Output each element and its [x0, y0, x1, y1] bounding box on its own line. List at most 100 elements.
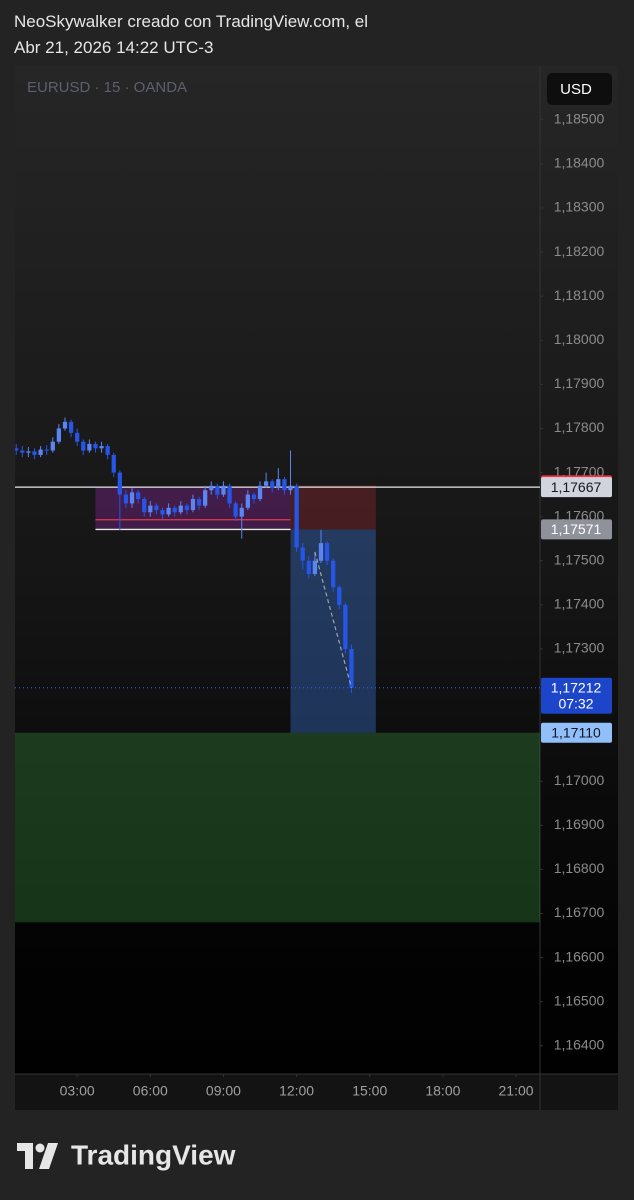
candle-body — [166, 507, 171, 515]
y-tick-label: 1,18000 — [554, 331, 605, 347]
zone — [290, 485, 376, 530]
candle-body — [99, 446, 104, 449]
x-tick-label: 12:00 — [279, 1083, 314, 1099]
candle-body — [123, 494, 129, 504]
candle-body — [196, 499, 202, 506]
logo-mark — [17, 1143, 33, 1169]
candle-body — [318, 543, 324, 561]
y-tick-label: 1,16600 — [554, 948, 605, 964]
candle-body — [56, 428, 62, 442]
currency-button[interactable] — [547, 73, 612, 105]
candle-body — [337, 587, 342, 605]
zone — [15, 732, 540, 923]
y-tick-label: 1,16800 — [554, 860, 605, 876]
y-tick-label: 1,16700 — [554, 904, 605, 920]
y-tick-label: 1,17400 — [554, 596, 605, 612]
logo — [17, 1143, 58, 1169]
x-tick-label: 03:00 — [60, 1083, 95, 1099]
y-tick-label: 1,18200 — [554, 243, 605, 259]
candle-body — [306, 560, 311, 574]
x-tick-label: 21:00 — [499, 1083, 534, 1099]
candle-body — [148, 505, 153, 513]
candle-body — [257, 485, 263, 500]
x-tick-label: 18:00 — [425, 1083, 460, 1099]
y-tick-label: 1,16500 — [554, 992, 605, 1008]
y-tick-label: 1,17700 — [554, 463, 605, 479]
y-tick-label: 1,18400 — [554, 155, 605, 171]
logo-mark — [35, 1143, 45, 1153]
candle-body — [135, 492, 141, 500]
y-tick-label: 1,17800 — [554, 419, 605, 435]
candle-body — [50, 441, 55, 451]
price-axis: 1,18500 1,18400 1,18300 1,18200 1,18100 1,180… — [540, 110, 612, 1052]
candle-body — [111, 454, 116, 473]
candle-body — [81, 441, 86, 451]
candle-body — [129, 492, 135, 504]
candle-body — [294, 485, 299, 548]
candle-body — [245, 494, 250, 508]
candle-body — [160, 510, 165, 515]
candle-body — [154, 505, 159, 511]
candle-body — [251, 494, 257, 500]
candle-body — [343, 604, 348, 649]
candle-body — [32, 451, 37, 455]
plot-area — [15, 417, 540, 923]
candle-body — [142, 499, 147, 513]
candle-body — [203, 490, 208, 506]
y-tick-label: 1,17300 — [554, 640, 605, 656]
price-label-box — [541, 519, 612, 540]
y-tick-label: 1,16900 — [554, 816, 605, 832]
price-label: 1,17110 — [551, 724, 601, 740]
price-label: 1,17212 — [551, 679, 602, 695]
candle-body — [270, 481, 275, 488]
candle-body — [227, 485, 232, 504]
x-tick-label: 15:00 — [352, 1083, 387, 1099]
candle-body — [233, 503, 238, 517]
candle-body — [75, 432, 80, 442]
y-tick-label: 1,16400 — [554, 1036, 605, 1052]
symbol-title: EURUSD · 15 · OANDA — [27, 79, 187, 96]
candle-body — [172, 507, 177, 513]
y-tick-label: 1,18100 — [554, 287, 605, 303]
candle-body — [62, 421, 68, 429]
candle-body — [178, 505, 183, 513]
candle-body — [300, 547, 305, 561]
y-tick-label: 1,17900 — [554, 375, 605, 391]
price-label-box — [541, 722, 612, 743]
candle-body — [26, 451, 31, 453]
candle-body — [190, 499, 196, 511]
candle-body — [239, 507, 244, 517]
price-label-box — [541, 677, 612, 714]
y-tick-label: 1,18300 — [554, 199, 605, 215]
candle-body — [105, 446, 110, 455]
header-line: Abr 21, 2026 14:22 UTC-3 — [14, 38, 214, 57]
logo-mark — [39, 1143, 58, 1169]
candle-body — [349, 648, 354, 688]
candle-body — [117, 472, 122, 495]
candle-body — [312, 560, 318, 574]
arrow-line — [314, 551, 353, 688]
candle-body — [87, 443, 92, 451]
candle-body — [68, 421, 74, 433]
candle-body — [276, 479, 281, 488]
time-axis — [15, 1074, 618, 1110]
y-tick-label: 1,17500 — [554, 551, 605, 567]
candle-body — [38, 449, 43, 455]
chart-background — [15, 66, 618, 1110]
brand: TradingView — [71, 1139, 236, 1170]
price-label: 1,17571 — [551, 521, 602, 537]
candle-body — [15, 448, 19, 451]
price-label: 1,17667 — [551, 479, 602, 495]
candle-body — [221, 485, 226, 495]
candle-body — [20, 450, 25, 453]
candle-body — [215, 485, 220, 495]
currency-label[interactable]: USD — [560, 81, 592, 98]
x-tick-label: 09:00 — [206, 1083, 241, 1099]
candle-body — [209, 485, 214, 491]
price-label-box — [541, 477, 612, 498]
candle-body — [93, 443, 98, 449]
y-tick-label: 1,18500 — [554, 110, 605, 126]
header-line: NeoSkywalker creado con TradingView.com,… — [14, 12, 369, 31]
